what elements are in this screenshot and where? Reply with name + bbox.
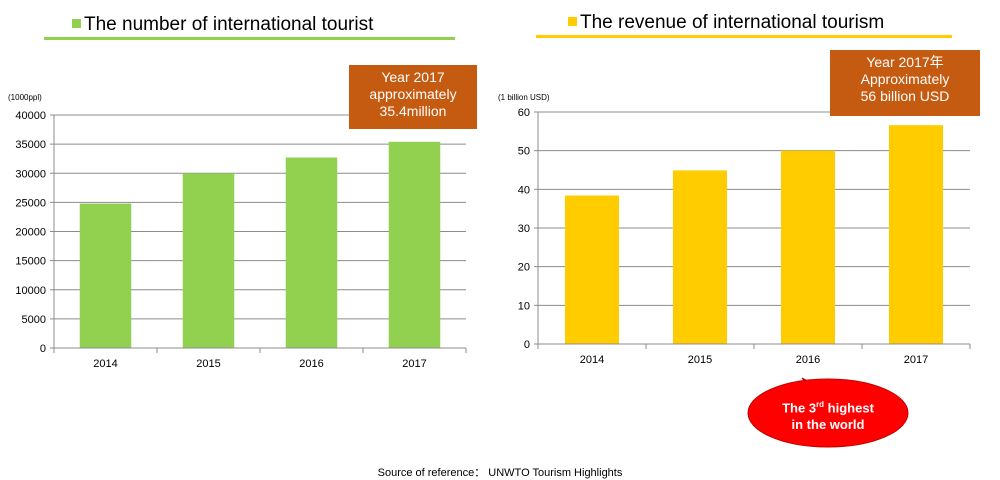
left-ytick-label: 15000 — [15, 256, 46, 268]
left-callout: Year 2017 approximately 35.4million — [349, 65, 477, 129]
green-square-icon — [72, 19, 81, 28]
left-callout-line-2: approximately — [369, 86, 457, 102]
right-ytick-label: 20 — [518, 262, 530, 274]
right-bar-2015 — [673, 170, 727, 344]
left-ytick-label: 0 — [40, 343, 46, 355]
highlight-superscript: rd — [816, 400, 825, 409]
left-xtick-label: 2014 — [93, 358, 117, 370]
right-xtick-label: 2015 — [688, 354, 712, 366]
right-chart-title-text: The revenue of international tourism — [580, 12, 885, 33]
highlight-line-2: in the world — [791, 417, 865, 433]
right-xtick-label: 2014 — [580, 354, 604, 366]
highlight-suffix: highest — [824, 400, 874, 416]
left-bar-2017 — [388, 141, 441, 348]
right-ytick-label: 40 — [518, 184, 530, 196]
left-xtick-label: 2017 — [402, 358, 426, 370]
highlight-bubble — [747, 377, 909, 448]
highlight-prefix: The 3 — [782, 400, 817, 416]
left-bar-2016 — [285, 157, 338, 348]
right-xtick-label: 2016 — [796, 354, 820, 366]
right-ytick-label: 60 — [518, 107, 530, 119]
left-ytick-label: 25000 — [15, 197, 46, 209]
right-unit-label: (1 billion USD) — [498, 93, 550, 102]
right-callout-line-2: Approximately — [860, 71, 950, 87]
right-callout-line-1: Year 2017年 — [866, 54, 944, 70]
right-chart-group: 0 10 20 30 40 50 60 2014 2015 2016 2017 — [518, 107, 971, 366]
right-xtick-label: 2017 — [904, 354, 928, 366]
right-callout: Year 2017年 Approximately 56 billion USD — [830, 50, 980, 116]
left-ytick-label: 10000 — [15, 285, 46, 297]
right-bar-2017 — [889, 125, 943, 344]
left-ytick-label: 5000 — [22, 314, 46, 326]
highlight-text: The 3rd highest in the world — [748, 396, 908, 433]
right-chart-title: The revenue of international tourism — [568, 12, 884, 34]
right-ytick-label: 10 — [518, 300, 530, 312]
source-reference: Source of reference： UNWTO Tourism Highl… — [377, 467, 623, 479]
left-title-underline — [44, 37, 455, 40]
left-unit-label: (1000ppl) — [8, 93, 42, 102]
left-chart-group: 0 5000 10000 15000 20000 25000 30000 35000 40000… — [15, 110, 467, 370]
left-xtick-label: 2015 — [196, 358, 220, 370]
right-bar-2016 — [781, 150, 835, 344]
left-ytick-label: 40000 — [15, 110, 46, 122]
right-ytick-label: 0 — [524, 339, 530, 351]
left-bar-2014 — [79, 203, 132, 348]
left-xtick-label: 2016 — [299, 358, 323, 370]
left-chart-title: The number of international tourist — [72, 14, 373, 36]
yellow-square-icon — [568, 17, 577, 26]
right-title-underline — [536, 35, 952, 38]
bubble-ellipse — [747, 378, 909, 448]
highlight-line-1: The 3rd highest — [748, 396, 908, 416]
left-ytick-label: 35000 — [15, 139, 46, 151]
left-ytick-label: 30000 — [15, 168, 46, 180]
right-ytick-label: 50 — [518, 146, 530, 158]
left-chart-title-text: The number of international tourist — [84, 14, 374, 35]
right-bar-2014 — [565, 195, 619, 344]
left-callout-line-1: Year 2017 — [381, 69, 445, 85]
right-callout-line-3: 56 billion USD — [860, 88, 950, 104]
right-ytick-label: 30 — [518, 223, 530, 235]
left-ytick-label: 20000 — [15, 227, 46, 239]
left-bar-2015 — [182, 173, 235, 348]
left-callout-line-3: 35.4million — [379, 103, 447, 119]
